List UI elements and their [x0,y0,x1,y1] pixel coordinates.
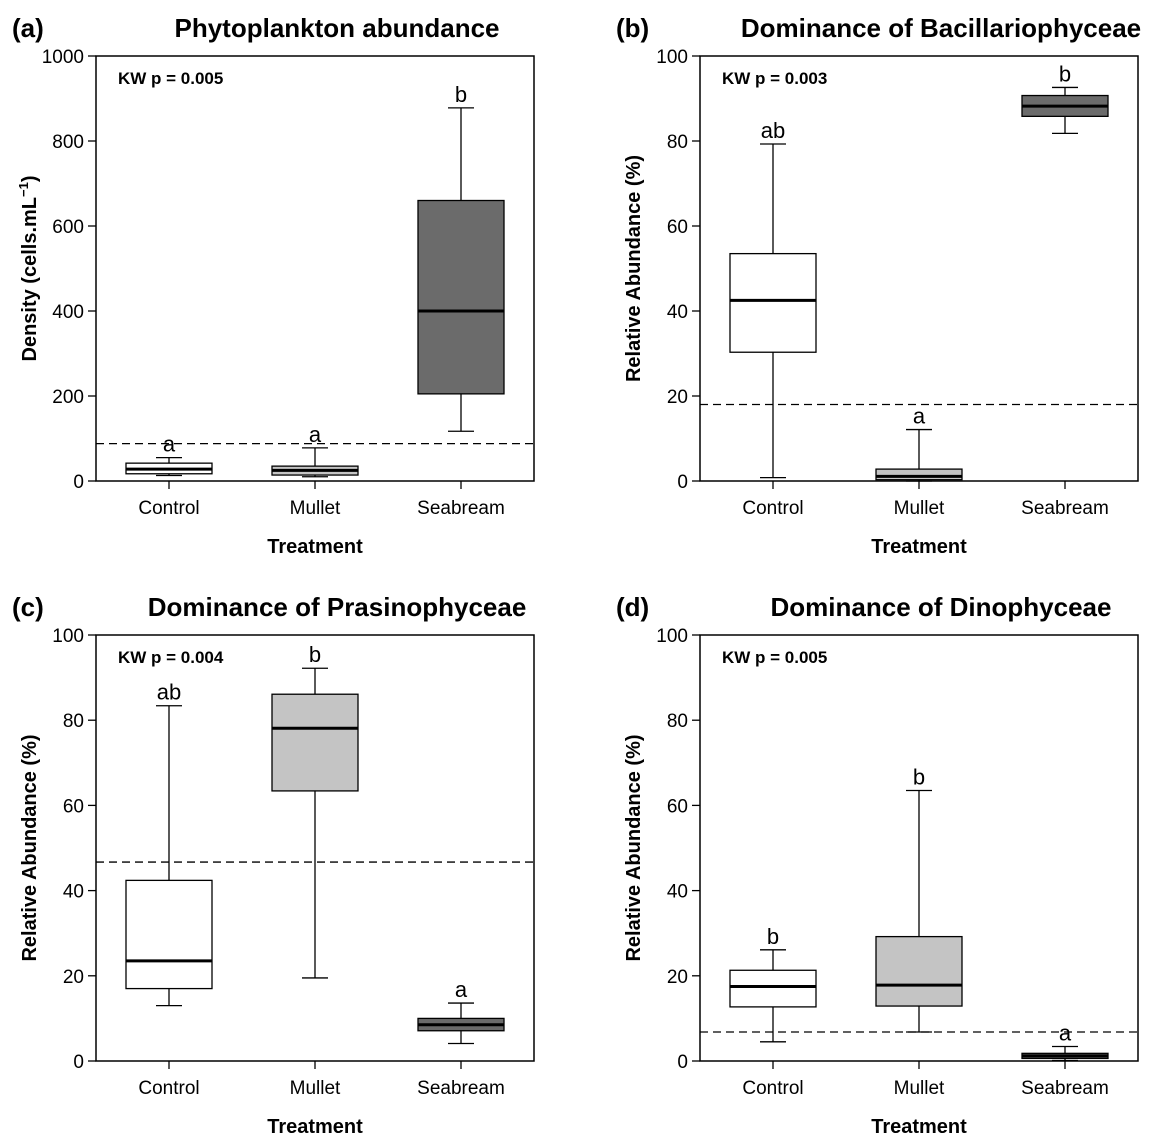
significance-letter: a [1059,1021,1072,1046]
x-tick-label: Seabream [417,1078,505,1099]
panel-letter: (c) [12,592,44,622]
box-iqr [729,969,817,1008]
chart-panel-4: (d) Dominance of Dinophyceae b b a 0 20 40 60 80 1… [616,592,1139,1136]
x-tick-label: Mullet [894,498,945,519]
significance-letter: ab [761,118,785,143]
y-tick-label: 20 [667,387,688,408]
significance-letter: a [455,977,468,1002]
box-control: ab [125,680,213,1007]
y-axis-label: Relative Abundance (%) [623,734,645,961]
y-tick-label: 100 [52,626,84,647]
y-axis-label-main: Relative Abundance (%) [623,155,645,382]
chart-panel-2: (b) Dominance of Bacillariophyceaeabab020… [616,13,1141,558]
y-axis-label: Relative Abundance (%) [623,155,645,382]
box-iqr [875,935,963,1007]
y-tick-label: 100 [656,47,688,68]
y-tick-label: 60 [667,217,688,238]
box-mullet: a [271,422,359,478]
y-tick-label: 40 [63,882,84,903]
chart-title: Dominance of Prasinophyceae [148,592,527,622]
chart-title: Phytoplankton abundance [174,13,499,43]
chart-panel-1: (a) Phytoplankton abundance a a b 0 200 400 600 8… [12,13,535,558]
box-seabream: a [417,977,505,1045]
y-axis-label-close: ) [19,175,41,182]
box-control: ab [729,118,817,479]
y-tick-label: 200 [52,387,84,408]
y-axis-label-main: Relative Abundance (%) [19,734,41,961]
y-tick-label: 400 [52,302,84,323]
x-tick-label: Control [138,1078,199,1099]
box-seabream: b [1021,61,1109,135]
box-seabream: b [417,82,505,432]
y-tick-label: 80 [667,132,688,153]
box-seabream: a [1021,1021,1109,1062]
significance-letter: a [309,422,322,447]
y-tick-label: 800 [52,132,84,153]
y-tick-label: 40 [667,302,688,323]
x-axis-label: Treatment [871,536,967,558]
x-tick-label: Seabream [417,498,505,519]
box-iqr [417,199,505,395]
x-tick-label: Mullet [290,1078,341,1099]
y-axis-label-main: Relative Abundance (%) [623,734,645,961]
y-axis-label-superscript: −1 [16,182,31,197]
significance-letter: a [913,404,926,429]
y-axis-label: Density (cells.mL−1) [16,175,41,361]
x-tick-label: Seabream [1021,498,1109,519]
y-axis-label: Relative Abundance (%) [19,734,41,961]
x-tick-label: Mullet [894,1078,945,1099]
y-tick-label: 100 [656,626,688,647]
panel-letter: (a) [12,13,44,43]
box-control: b [729,924,817,1043]
y-tick-label: 60 [667,796,688,817]
chart-title: Dominance of Dinophyceae [771,592,1112,622]
y-tick-label: 80 [667,711,688,732]
y-tick-label: 0 [677,1052,688,1073]
significance-letter: b [767,924,779,949]
box-control: a [125,432,213,477]
x-axis-label: Treatment [267,536,363,558]
significance-letter: ab [157,680,181,705]
box-iqr [729,252,817,353]
x-tick-label: Control [742,498,803,519]
significance-letter: b [455,82,467,107]
y-tick-label: 0 [677,472,688,493]
chart-panel-3: (c) Dominance of Prasinophyceae ab b a 0 20 40 6… [12,592,535,1136]
significance-letter: b [309,642,321,667]
box-mullet: b [875,764,963,1033]
kw-p-value: KW p = 0.005 [722,648,827,667]
chart-title: Dominance of Bacillariophyceae [741,13,1141,43]
x-axis-label: Treatment [267,1116,363,1136]
x-tick-label: Control [742,1078,803,1099]
y-tick-label: 20 [667,967,688,988]
box-mullet: a [875,404,963,482]
y-tick-label: 0 [73,472,84,493]
y-tick-label: 80 [63,711,84,732]
significance-letter: b [913,764,925,789]
y-tick-label: 600 [52,217,84,238]
box-iqr [271,693,359,792]
y-axis-label-main: Density (cells.mL [19,197,41,362]
y-tick-label: 60 [63,796,84,817]
y-tick-label: 40 [667,882,688,903]
x-axis-label: Treatment [871,1116,967,1136]
box-iqr [875,468,963,481]
kw-p-value: KW p = 0.003 [722,69,827,88]
panel-letter: (d) [616,592,649,622]
significance-letter: b [1059,61,1071,86]
significance-letter: a [163,432,176,457]
x-tick-label: Mullet [290,498,341,519]
y-tick-label: 0 [73,1052,84,1073]
x-tick-label: Seabream [1021,1078,1109,1099]
x-tick-label: Control [138,498,199,519]
kw-p-value: KW p = 0.004 [118,648,224,667]
y-tick-label: 20 [63,967,84,988]
kw-p-value: KW p = 0.005 [118,69,223,88]
y-tick-label: 1000 [42,47,84,68]
box-mullet: b [271,642,359,979]
box-iqr [125,879,213,990]
panel-letter: (b) [616,13,649,43]
